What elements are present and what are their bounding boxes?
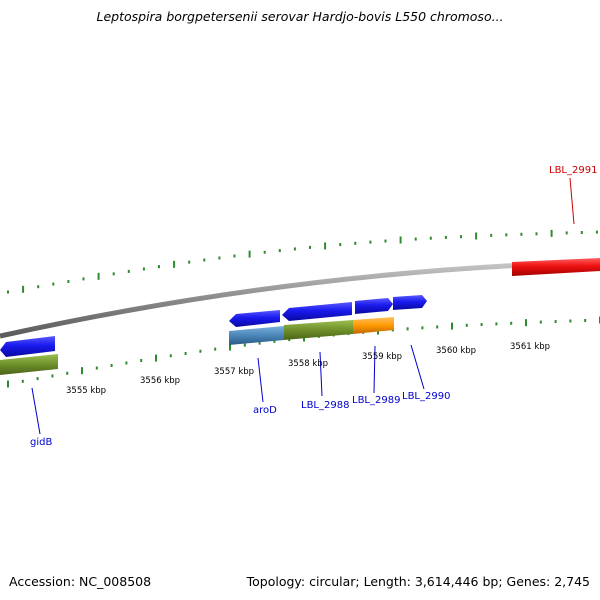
kbp-label: 3556 kbp bbox=[140, 376, 180, 386]
leader-line-gidB bbox=[31, 387, 41, 435]
feature-lbl-2989-cds[interactable] bbox=[355, 298, 393, 314]
leader-line-aroD bbox=[257, 357, 264, 403]
feature-lbl-2990-cds[interactable] bbox=[393, 295, 427, 310]
feature-aroD-gene[interactable] bbox=[229, 326, 284, 345]
leader-line-lbl-2990 bbox=[410, 344, 425, 390]
gene-label-lbl-2990[interactable]: LBL_2990 bbox=[402, 391, 450, 402]
feature-lbl-2988-cds[interactable] bbox=[282, 302, 352, 321]
feature-aroD-cds[interactable] bbox=[229, 310, 280, 327]
feature-lbl-2989-gene[interactable] bbox=[353, 317, 394, 334]
feature-lbl-2991[interactable] bbox=[512, 258, 600, 276]
gene-label-lbl-2989[interactable]: LBL_2989 bbox=[352, 395, 400, 406]
gene-label-gidB[interactable]: gidB bbox=[30, 437, 52, 448]
outer-tick-row bbox=[7, 229, 598, 294]
kbp-label: 3558 kbp bbox=[288, 359, 328, 369]
gene-label-lbl-2988[interactable]: LBL_2988 bbox=[301, 400, 349, 411]
feature-lbl-2988-gene[interactable] bbox=[284, 320, 353, 340]
leader-line-lbl-2989 bbox=[373, 345, 376, 394]
leader-lines bbox=[31, 177, 575, 435]
gene-label-aroD[interactable]: aroD bbox=[253, 405, 277, 416]
feature-gidB-gene[interactable] bbox=[0, 354, 58, 375]
kbp-label: 3559 kbp bbox=[362, 352, 402, 362]
map-title: Leptospira borgpetersenii serovar Hardjo… bbox=[96, 9, 504, 24]
kbp-label: 3561 kbp bbox=[510, 342, 550, 352]
kbp-label: 3557 kbp bbox=[214, 367, 254, 377]
gene-labels: gidB aroD LBL_2988 LBL_2989 LBL_2990 LBL… bbox=[30, 165, 597, 448]
feature-gidB-cds[interactable] bbox=[0, 336, 55, 357]
topology-summary: Topology: circular; Length: 3,614,446 bp… bbox=[246, 574, 590, 589]
accession-text: Accession: NC_008508 bbox=[9, 574, 152, 589]
leader-line-lbl-2988 bbox=[319, 351, 323, 397]
feature-track bbox=[0, 258, 600, 375]
leader-line-lbl-2991 bbox=[569, 177, 575, 225]
kbp-labels: 3555 kbp 3556 kbp 3557 kbp 3558 kbp 3559… bbox=[66, 342, 550, 396]
gene-label-lbl-2991[interactable]: LBL_2991 bbox=[549, 165, 597, 176]
kbp-label: 3560 kbp bbox=[436, 346, 476, 356]
kbp-label: 3555 kbp bbox=[66, 386, 106, 396]
